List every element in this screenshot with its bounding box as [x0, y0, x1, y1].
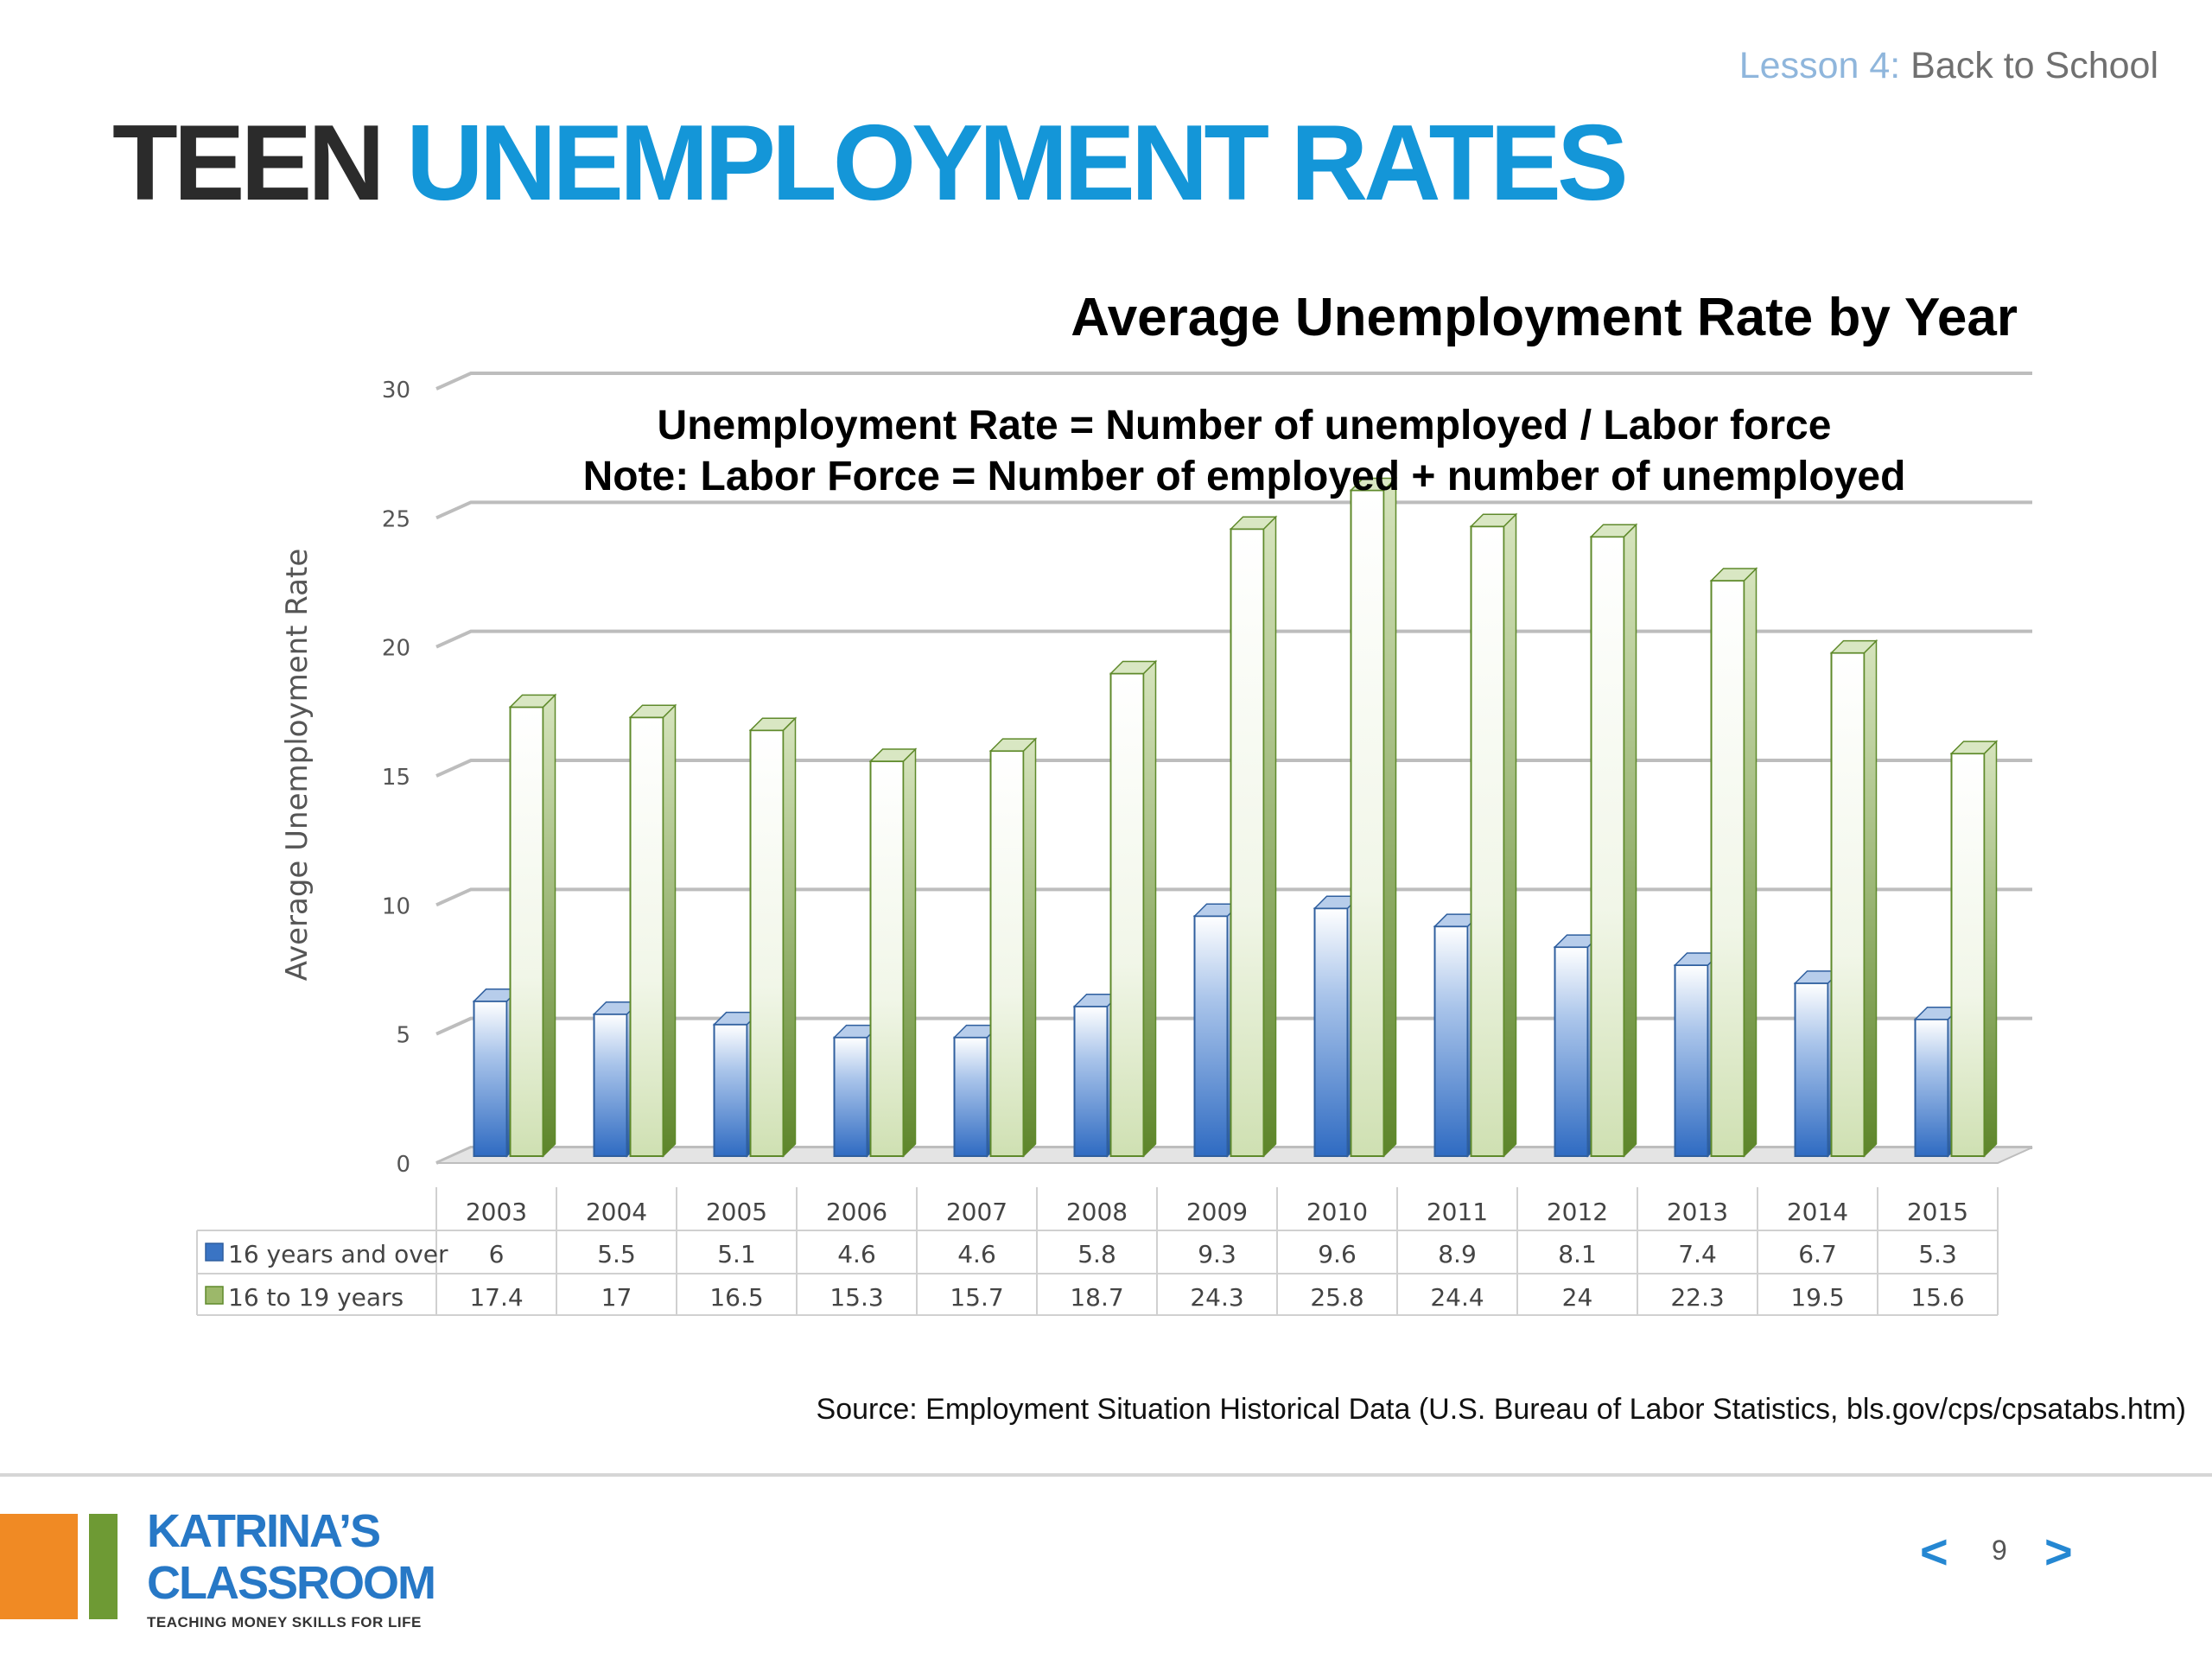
data-label: 15.3	[830, 1283, 883, 1312]
bar-teens	[1829, 639, 1878, 1158]
x-tick-label: 2007	[946, 1198, 1007, 1226]
gridline	[435, 372, 2032, 391]
chart-annotation-note: Note: Labor Force = Number of employed +…	[583, 454, 1906, 499]
x-tick-label: 2008	[1066, 1198, 1128, 1226]
slide-title-part2: UNEMPLOYMENT RATES	[406, 104, 1629, 223]
bar-adults	[1553, 933, 1602, 1158]
logo-line2: CLASSROOM	[147, 1557, 436, 1609]
page-number: 9	[1992, 1535, 2007, 1566]
lesson-number: Lesson 4	[1738, 45, 1891, 86]
bar-teens	[508, 693, 557, 1158]
y-tick-label: 0	[396, 1152, 410, 1178]
data-label: 24.3	[1190, 1283, 1243, 1312]
data-label: 15.6	[1910, 1283, 1964, 1312]
bar-teens	[1949, 740, 1999, 1158]
data-label: 7.4	[1678, 1240, 1717, 1268]
data-label: 19.5	[1790, 1283, 1844, 1312]
data-label: 17	[601, 1283, 632, 1312]
y-tick-label: 30	[382, 378, 410, 404]
bar-teens	[1229, 515, 1278, 1158]
x-tick-label: 2013	[1667, 1198, 1728, 1226]
data-label: 18.7	[1070, 1283, 1123, 1312]
legend-label: 16 to 19 years	[228, 1283, 404, 1312]
bar-teens	[1109, 659, 1158, 1158]
footer-divider	[0, 1473, 2212, 1477]
x-tick-label: 2009	[1186, 1198, 1248, 1226]
bar-teens	[628, 703, 677, 1158]
bar-teens	[1589, 523, 1638, 1158]
y-tick-label: 25	[382, 506, 410, 532]
bar-teens	[988, 737, 1038, 1158]
x-tick-label: 2011	[1427, 1198, 1488, 1226]
chevron-right-icon[interactable]: >	[2044, 1524, 2073, 1579]
legend-swatch	[205, 1286, 224, 1305]
data-label: 5.8	[1077, 1240, 1116, 1268]
logo-tagline: TEACHING MONEY SKILLS FOR LIFE	[147, 1614, 422, 1630]
x-tick-label: 2003	[466, 1198, 527, 1226]
y-tick-label: 20	[382, 636, 410, 662]
data-label: 25.8	[1310, 1283, 1363, 1312]
data-label: 4.6	[957, 1240, 996, 1268]
y-axis-label: Average Unemployment Rate	[280, 549, 315, 982]
data-label: 5.5	[597, 1240, 636, 1268]
chevron-left-icon[interactable]: <	[1920, 1524, 1948, 1579]
data-label: 24.4	[1430, 1283, 1484, 1312]
x-tick-label: 2006	[826, 1198, 887, 1226]
data-label: 5.1	[717, 1240, 756, 1268]
slide-title-part1: TEEN	[112, 104, 385, 223]
x-tick-label: 2004	[586, 1198, 647, 1226]
logo-green-block	[89, 1514, 118, 1619]
bar-teens	[868, 747, 918, 1158]
x-tick-label: 2015	[1907, 1198, 1968, 1226]
data-label: 17.4	[469, 1283, 523, 1312]
logo-orange-block	[0, 1514, 78, 1619]
data-label: 6	[489, 1240, 505, 1268]
lesson-separator: :	[1890, 45, 1911, 86]
legend-swatch	[205, 1243, 224, 1262]
data-label: 5.3	[1918, 1240, 1957, 1268]
gridline	[435, 500, 2032, 520]
data-label: 22.3	[1670, 1283, 1724, 1312]
bar-teens	[1349, 476, 1398, 1158]
y-tick-label: 10	[382, 893, 410, 919]
data-label: 16.5	[709, 1283, 763, 1312]
legend-label: 16 years and over	[228, 1240, 448, 1268]
logo: KATRINA’S CLASSROOM TEACHING MONEY SKILL…	[147, 1505, 436, 1631]
data-label: 8.9	[1438, 1240, 1477, 1268]
data-label: 24	[1562, 1283, 1593, 1312]
chart-title: Average Unemployment Rate by Year	[1071, 288, 2018, 347]
slide-title: TEEN UNEMPLOYMENT RATES	[112, 102, 1629, 225]
bar-teens	[1469, 512, 1518, 1158]
bar-teens	[748, 716, 798, 1158]
unemployment-chart: 0 5 10 15 20 25 30 2003 2004 2005 2006 2007 2008 200…	[196, 288, 2033, 1316]
x-tick-label: 2005	[706, 1198, 767, 1226]
y-tick-label: 5	[396, 1023, 410, 1049]
data-label: 9.6	[1318, 1240, 1357, 1268]
chart-annotation-formula: Unemployment Rate = Number of unemployed…	[658, 403, 1832, 448]
data-label: 8.1	[1558, 1240, 1597, 1268]
logo-line1: KATRINA’S	[147, 1505, 381, 1557]
x-tick-label: 2010	[1306, 1198, 1368, 1226]
x-tick-label: 2012	[1547, 1198, 1608, 1226]
lesson-title: Back to School	[1910, 45, 2158, 86]
data-label: 9.3	[1198, 1240, 1236, 1268]
bar-teens	[1709, 567, 1758, 1158]
y-tick-label: 15	[382, 765, 410, 791]
source-note: Source: Employment Situation Historical …	[816, 1393, 2186, 1426]
lesson-label: Lesson 4: Back to School	[1739, 45, 2158, 87]
data-label: 15.7	[950, 1283, 1003, 1312]
x-tick-label: 2014	[1787, 1198, 1848, 1226]
data-label: 6.7	[1798, 1240, 1837, 1268]
data-label: 4.6	[837, 1240, 876, 1268]
